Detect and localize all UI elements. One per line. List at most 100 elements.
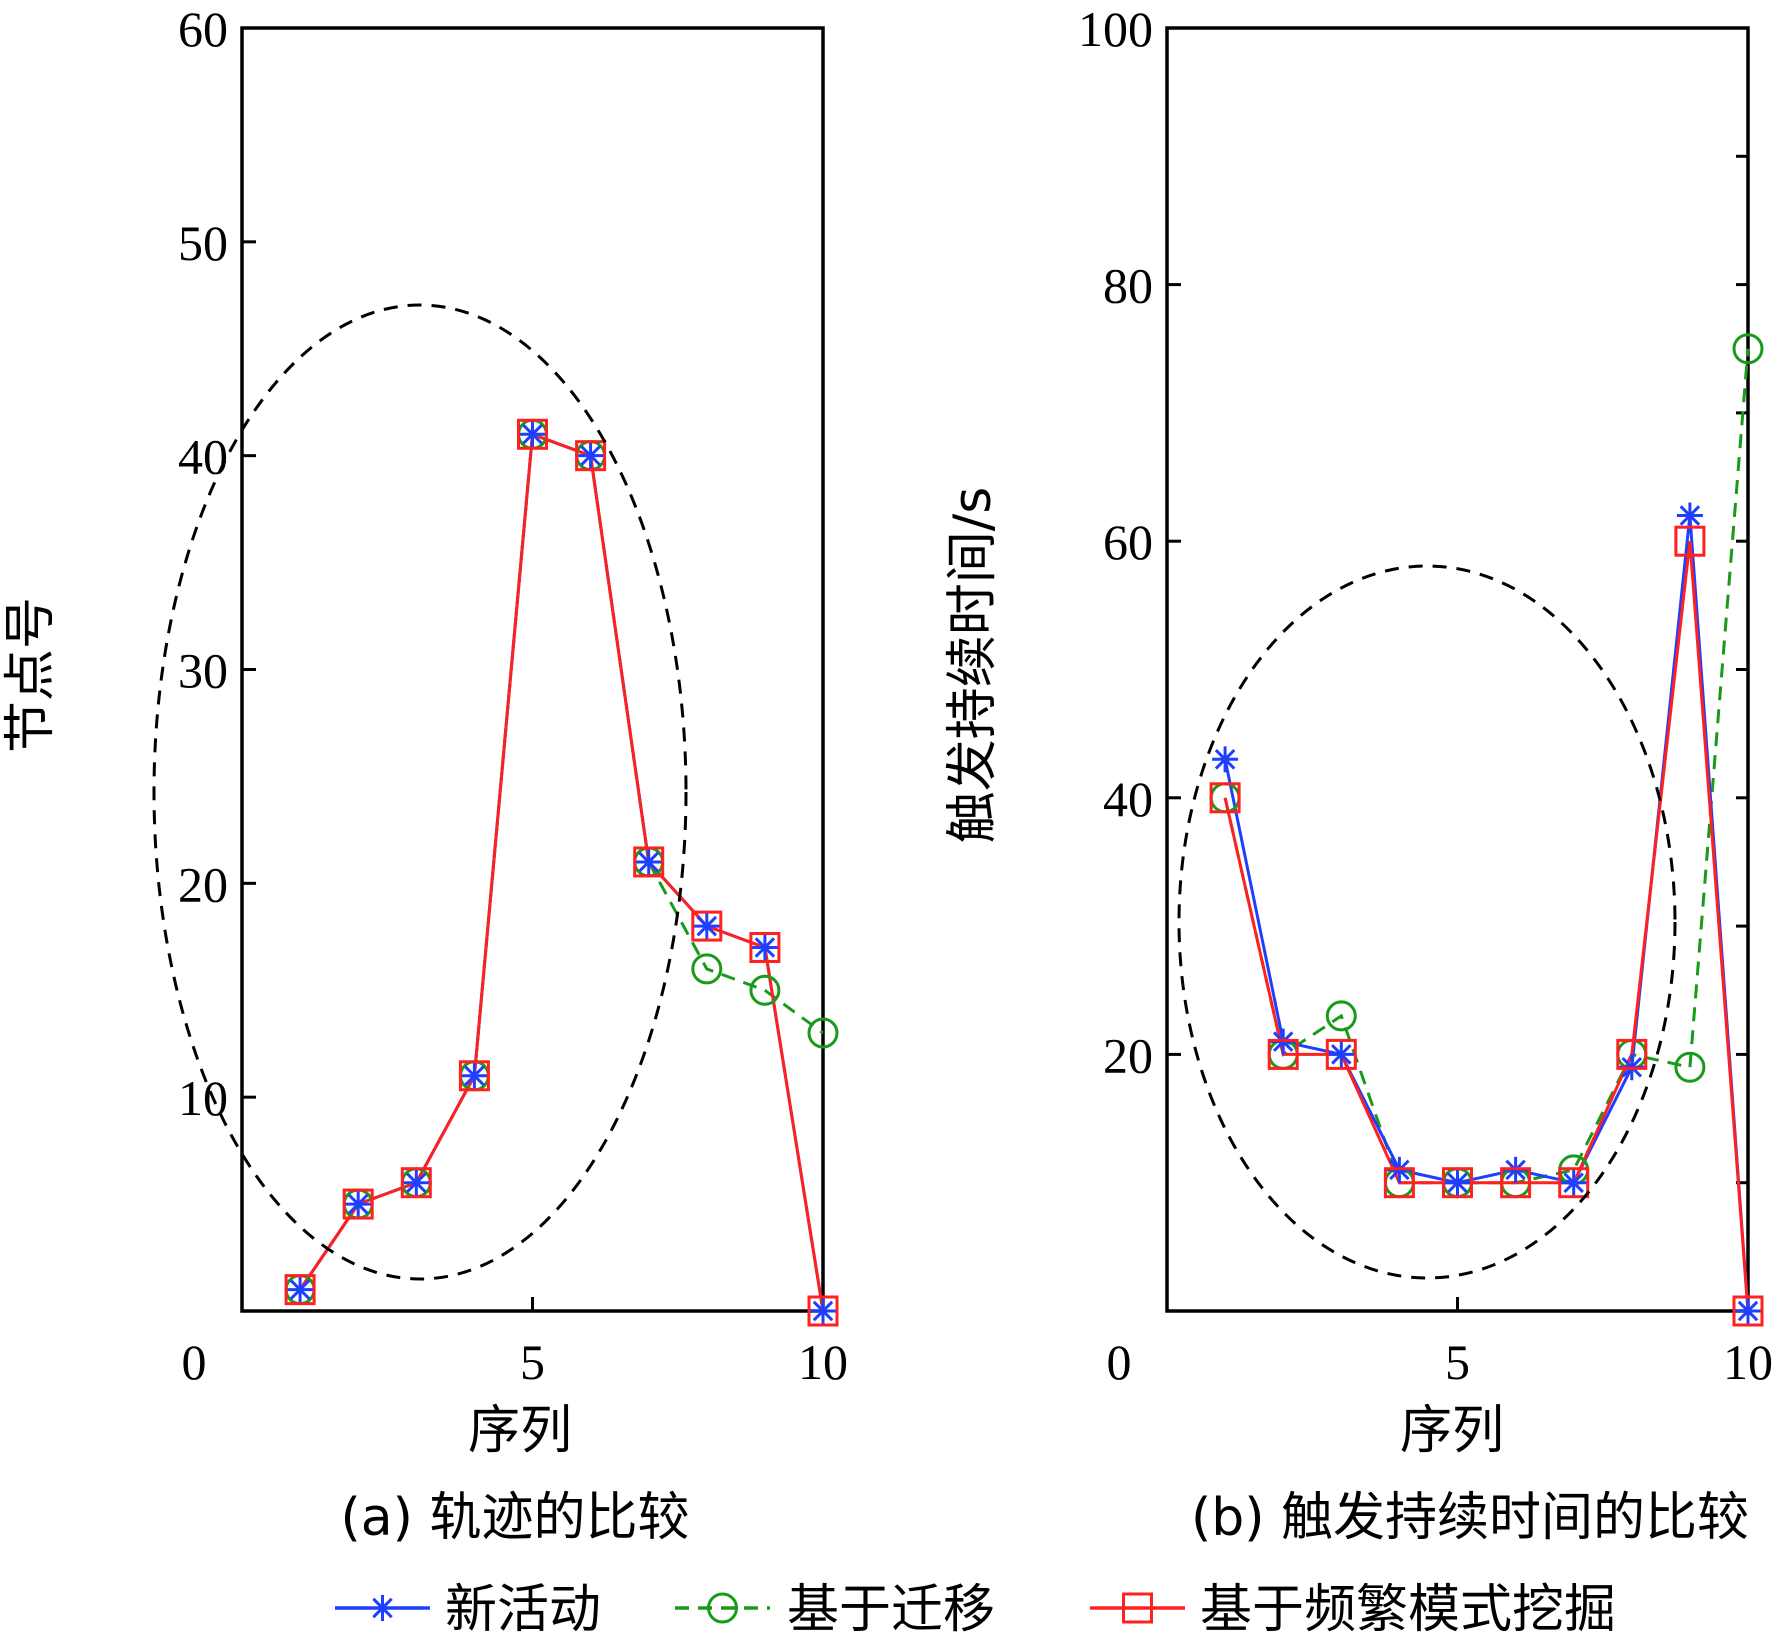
point-b-2-4 xyxy=(1442,1167,1473,1199)
point-b-1-8-circle xyxy=(1674,1051,1706,1083)
y-tick-label-a-3: 40 xyxy=(178,429,228,485)
caption-b: (b) 触发持续时间的比较 xyxy=(1191,1488,1749,1548)
x-tick-label-b-1: 5 xyxy=(1445,1334,1470,1390)
legend-marker-shape-1-circle xyxy=(707,1592,738,1624)
point-a-2-1 xyxy=(342,1188,374,1220)
y-tick-label-a-0: 10 xyxy=(178,1070,228,1126)
y-tick-label-b-0: 20 xyxy=(1103,1027,1153,1083)
series-line-a-2 xyxy=(298,432,825,1312)
y-tick-label-a-2: 30 xyxy=(178,643,228,699)
series-line-b-0 xyxy=(1223,515,1750,1312)
point-b-2-3-square xyxy=(1383,1167,1415,1199)
point-b-2-1 xyxy=(1267,1038,1299,1070)
highlight-ellipse-b xyxy=(1177,564,1677,1280)
legend-label-0: 新活动 xyxy=(445,1580,601,1634)
legend-marker-0 xyxy=(369,1595,396,1621)
x-tick-label-b-0: 0 xyxy=(1107,1334,1132,1390)
point-a-2-4-square xyxy=(517,418,548,450)
point-a-1-8-circle xyxy=(749,974,781,1006)
point-a-2-8-square xyxy=(749,931,781,963)
legend-item-migration: 基于迁移 xyxy=(675,1580,995,1634)
point-a-2-2-square xyxy=(400,1167,432,1199)
point-a-2-6 xyxy=(633,846,665,878)
x-axis-label-b: 序列 xyxy=(1400,1401,1504,1461)
point-a-2-3-square xyxy=(458,1060,490,1092)
point-b-0-2 xyxy=(1328,1041,1355,1068)
point-b-2-1-square xyxy=(1267,1038,1299,1070)
caption-a: (a) 轨迹的比较 xyxy=(341,1488,690,1548)
point-a-0-4 xyxy=(519,421,546,448)
point-a-2-1-square xyxy=(342,1188,374,1220)
point-b-2-5-square xyxy=(1500,1167,1532,1199)
chart-panel-a: 10 20 30 40 50 60 0 5 10 序列 节点号 (a) 轨迹的比较 xyxy=(1,1,848,1548)
x-tick-label-a-0: 0 xyxy=(182,1334,207,1390)
y-tick-label-b-1: 40 xyxy=(1103,771,1153,827)
point-a-2-8 xyxy=(749,931,781,963)
point-a-0-0 xyxy=(287,1276,314,1303)
point-b-2-0 xyxy=(1209,782,1241,814)
point-a-0-6-stroke xyxy=(638,851,659,873)
series-line-b-1 xyxy=(1223,348,1750,1185)
ticks-a: 10 20 30 40 50 60 0 5 10 xyxy=(178,1,848,1390)
y-axis-label-a: 节点号 xyxy=(1,597,61,753)
highlight-ellipse-a xyxy=(152,303,688,1281)
point-a-0-7-stroke xyxy=(696,915,718,937)
legend-marker-1 xyxy=(707,1592,738,1624)
point-a-0-2-stroke xyxy=(406,1172,427,1193)
point-b-2-6-square xyxy=(1558,1167,1590,1199)
point-b-2-7-square xyxy=(1616,1038,1648,1070)
point-b-2-9 xyxy=(1732,1295,1764,1327)
point-b-0-9-stroke xyxy=(1737,1300,1759,1322)
x-tick-label-b-2: 10 xyxy=(1723,1334,1773,1390)
x-tick-label-a-1: 5 xyxy=(520,1334,545,1390)
point-a-0-8 xyxy=(751,934,778,961)
point-a-2-2 xyxy=(400,1167,432,1199)
point-a-2-3 xyxy=(458,1060,490,1092)
series-group-b xyxy=(1209,333,1764,1327)
point-b-1-2 xyxy=(1325,1000,1357,1032)
point-a-1-7-circle xyxy=(691,953,723,985)
point-a-0-3-stroke xyxy=(464,1065,485,1087)
point-a-0-1 xyxy=(345,1191,372,1218)
point-b-0-6-stroke xyxy=(1563,1172,1584,1193)
y-tick-label-b-2: 60 xyxy=(1103,514,1153,570)
point-a-1-7 xyxy=(691,953,723,985)
point-a-2-7 xyxy=(691,910,723,942)
series-group-a xyxy=(284,418,839,1327)
point-a-1-8 xyxy=(749,974,781,1006)
point-b-0-0-stroke xyxy=(1214,749,1236,770)
point-a-2-9 xyxy=(807,1295,839,1327)
point-a-2-7-square xyxy=(691,910,723,942)
legend-item-frequent-pattern: 基于频繁模式挖掘 xyxy=(1090,1580,1616,1634)
y-tick-label-a-5: 60 xyxy=(178,1,228,57)
point-b-2-0-square xyxy=(1209,782,1241,814)
point-a-0-8-stroke xyxy=(754,937,776,958)
point-b-0-4-stroke xyxy=(1447,1172,1468,1193)
point-a-2-6-square xyxy=(633,846,665,878)
legend-marker-shape-0-stroke xyxy=(372,1597,393,1619)
legend-marker-2 xyxy=(1122,1592,1153,1624)
point-b-2-8 xyxy=(1674,525,1706,557)
point-b-2-8-square xyxy=(1674,525,1706,557)
legend-marker-shape-2 xyxy=(1122,1592,1153,1624)
point-b-0-4 xyxy=(1444,1169,1471,1196)
point-b-0-9 xyxy=(1735,1298,1761,1324)
y-tick-label-b-3: 80 xyxy=(1103,258,1153,314)
legend-item-new-activity: 新活动 xyxy=(335,1580,601,1634)
point-a-0-2 xyxy=(403,1169,430,1196)
point-b-2-3 xyxy=(1383,1167,1415,1199)
point-b-0-8-stroke xyxy=(1679,505,1701,526)
point-a-0-0-stroke xyxy=(289,1279,311,1300)
point-a-2-4 xyxy=(517,418,548,450)
point-b-2-4-square xyxy=(1442,1167,1473,1199)
legend-marker-shape-2-square xyxy=(1122,1592,1153,1624)
point-a-0-7 xyxy=(693,913,720,940)
point-b-2-6 xyxy=(1558,1167,1590,1199)
point-a-0-3 xyxy=(461,1062,488,1089)
legend-marker-shape-0 xyxy=(369,1595,396,1621)
x-tick-label-a-2: 10 xyxy=(798,1334,848,1390)
y-tick-label-a-1: 20 xyxy=(178,856,228,912)
point-a-0-4-stroke xyxy=(522,424,543,445)
point-b-1-2-circle xyxy=(1325,1000,1357,1032)
